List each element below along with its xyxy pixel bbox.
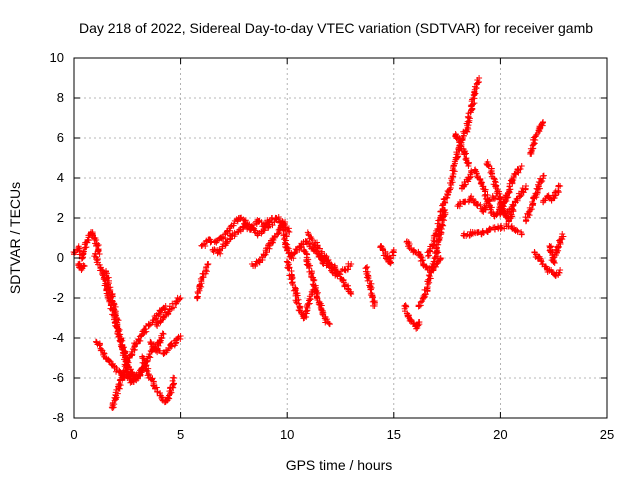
y-tick-label: 0	[57, 250, 64, 265]
series-trace	[153, 294, 183, 328]
series-arc18	[315, 250, 355, 279]
series-marks	[139, 353, 177, 406]
series-marks	[546, 233, 567, 267]
series-marks	[415, 207, 449, 310]
series-arc9	[153, 294, 184, 329]
series-marks	[362, 264, 378, 309]
series-marks	[527, 119, 546, 157]
series-arc19	[362, 264, 378, 309]
series-arc26	[452, 131, 472, 169]
x-tick-label: 0	[70, 427, 77, 442]
series-trace	[540, 182, 562, 206]
series-marks	[193, 261, 211, 302]
series-trace	[449, 77, 482, 175]
data-point	[518, 163, 525, 169]
series-arc31	[497, 163, 525, 218]
y-tick-label: 6	[57, 130, 64, 145]
series-marks	[460, 221, 525, 239]
series-trace	[147, 333, 184, 357]
series-marks	[377, 243, 397, 267]
series-marks	[401, 302, 423, 332]
y-tick-label: 8	[57, 90, 64, 105]
series-trace	[139, 353, 177, 406]
plot-frame	[73, 57, 608, 419]
y-tick-label: -2	[52, 290, 64, 305]
series-arc37	[546, 231, 567, 267]
series-arc25	[449, 75, 483, 175]
series-marks	[424, 173, 457, 259]
y-tick-label: 4	[57, 170, 64, 185]
series-marks	[502, 185, 529, 219]
series-arc7	[139, 353, 178, 406]
x-tick-label: 25	[600, 427, 614, 442]
x-tick-label: 5	[177, 427, 184, 442]
series-trace	[193, 261, 211, 302]
series-arc16	[300, 247, 333, 328]
series-arc6	[108, 303, 169, 411]
series-trace	[460, 221, 525, 239]
y-axis-label: SDTVAR / TECUs	[7, 182, 23, 294]
series-trace	[415, 207, 449, 310]
y-tick-label: -4	[52, 330, 64, 345]
series-marks	[452, 131, 472, 167]
series-marks	[300, 248, 333, 328]
series-arc2	[75, 260, 88, 273]
series-marks	[147, 333, 184, 357]
series-marks	[108, 304, 168, 411]
series-arc24	[424, 171, 457, 259]
series-trace	[546, 233, 567, 267]
grid	[74, 58, 607, 418]
series-trace	[108, 304, 168, 411]
series-marks	[283, 258, 316, 322]
series-arc34	[522, 172, 547, 225]
series-trace	[502, 185, 529, 219]
series-marks	[449, 77, 482, 175]
series-trace	[377, 243, 397, 267]
series-trace	[362, 264, 378, 309]
series-marks	[522, 172, 547, 225]
series-arc33	[527, 119, 547, 157]
x-tick-label: 15	[387, 427, 401, 442]
series-trace	[531, 249, 563, 279]
series-marks	[497, 165, 524, 218]
series-trace	[497, 165, 524, 218]
series-marks	[315, 250, 354, 279]
x-axis-label: GPS time / hours	[286, 457, 393, 473]
series-arc36	[540, 182, 564, 206]
series-trace	[75, 260, 87, 272]
series-trace	[300, 248, 333, 328]
series-arc8	[147, 333, 184, 357]
data-point	[98, 347, 105, 353]
series-arc20	[377, 243, 397, 267]
series-trace	[424, 173, 457, 259]
series-arc29	[460, 221, 525, 239]
series-marks	[540, 182, 562, 206]
series-marks	[75, 260, 87, 272]
series-arc21	[401, 302, 423, 332]
ticks: 0 5 10 15 20 25 -8 -6 -4 -2 0 2 4 6 8 10	[50, 50, 615, 442]
series-marks	[153, 294, 183, 328]
series-trace	[522, 172, 547, 225]
x-tick-label: 20	[493, 427, 507, 442]
x-tick-label: 10	[280, 427, 294, 442]
series-arc35	[531, 249, 564, 279]
series-arc10	[193, 261, 212, 302]
series-marks	[531, 249, 563, 279]
series-trace	[527, 119, 546, 157]
series-trace	[283, 258, 316, 322]
chart-title: Day 218 of 2022, Sidereal Day-to-day VTE…	[79, 20, 593, 36]
y-tick-label: -6	[52, 370, 64, 385]
y-tick-label: 10	[50, 50, 64, 65]
y-tick-label: 2	[57, 210, 64, 225]
series-trace	[452, 131, 472, 167]
data-points	[70, 75, 567, 411]
y-tick-label: -8	[52, 410, 64, 425]
series-arc32	[502, 183, 529, 219]
series-trace	[401, 302, 423, 332]
series-trace	[315, 250, 354, 279]
